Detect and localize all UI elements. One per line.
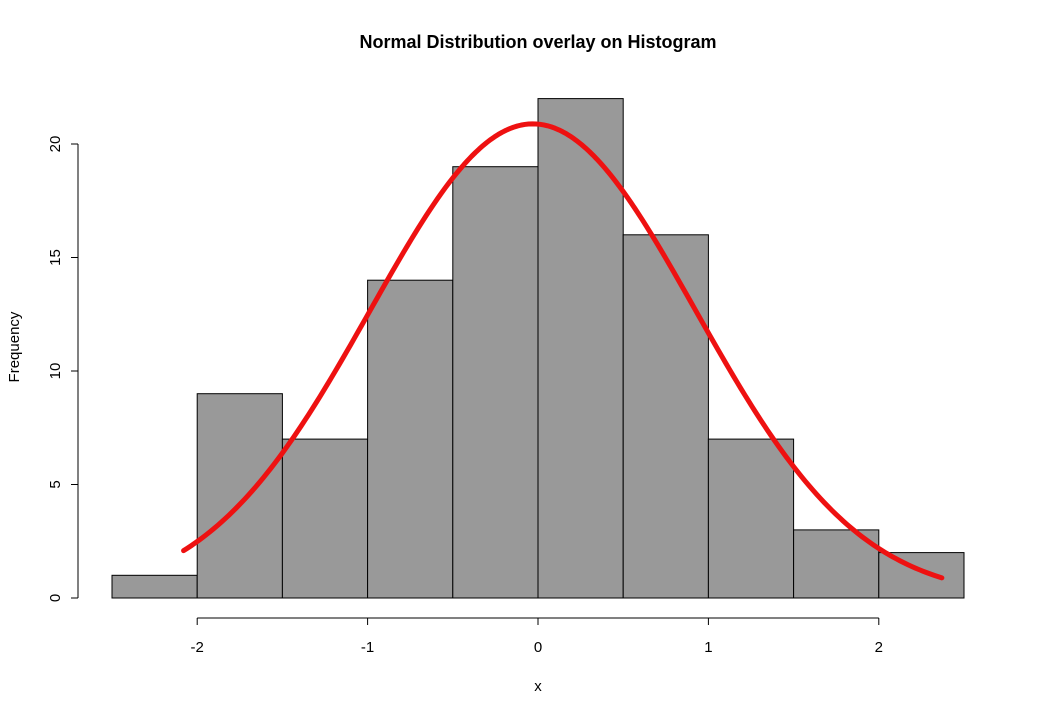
histogram-bar (281, 438, 369, 599)
histogram-bar (707, 438, 795, 599)
histogram-bar (878, 552, 965, 599)
histogram-bar (622, 234, 709, 599)
x-axis-label: x (534, 678, 542, 695)
bars-layer (111, 98, 965, 599)
normal-curve-line (181, 121, 945, 581)
histogram-bar (367, 279, 454, 599)
x-tick-label: -1 (361, 639, 374, 656)
y-tick-label: 20 (47, 136, 64, 153)
y-axis-label: Frequency (6, 311, 23, 382)
y-tick-label: 10 (47, 363, 64, 380)
y-tick-label: 15 (47, 249, 64, 266)
x-tick-label: 2 (875, 639, 883, 656)
x-tick-label: 0 (534, 639, 542, 656)
x-axis: -2 -1 0 1 2 (191, 617, 883, 656)
y-tick-label: 5 (47, 480, 64, 488)
histogram-bar (452, 166, 539, 599)
y-tick-label: 0 (47, 594, 64, 602)
chart-title: Normal Distribution overlay on Histogram (359, 32, 716, 52)
y-axis: 0 5 10 15 20 (47, 136, 79, 602)
x-tick-label: 1 (704, 639, 712, 656)
x-tick-label: -2 (191, 639, 204, 656)
histogram-bar (537, 98, 624, 599)
curve-layer (181, 121, 945, 581)
histogram-bar (111, 574, 198, 599)
histogram-bar (196, 393, 283, 599)
